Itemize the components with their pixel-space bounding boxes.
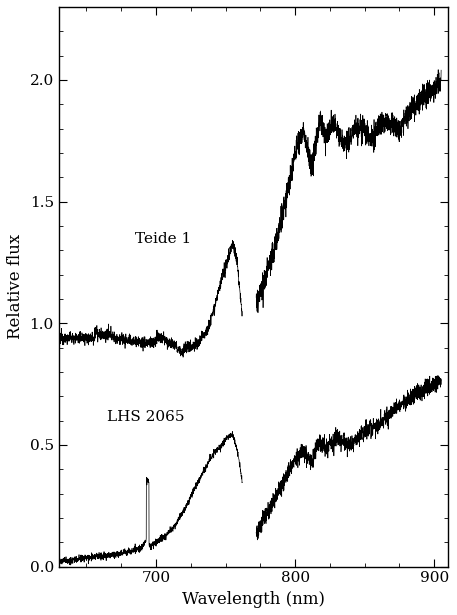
Text: Teide 1: Teide 1 bbox=[135, 232, 191, 246]
Y-axis label: Relative flux: Relative flux bbox=[7, 234, 24, 339]
X-axis label: Wavelength (nm): Wavelength (nm) bbox=[182, 591, 325, 608]
Text: LHS 2065: LHS 2065 bbox=[107, 410, 185, 424]
